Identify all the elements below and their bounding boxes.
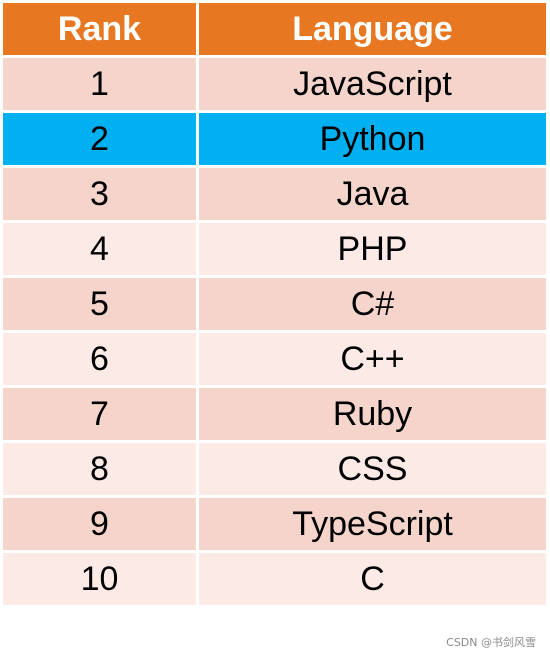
language-cell: C++	[196, 330, 549, 388]
language-cell: Ruby	[196, 385, 549, 443]
table-row: 6 C++	[0, 330, 549, 388]
table-row: 3 Java	[0, 165, 549, 223]
table-row: 8 CSS	[0, 440, 549, 498]
language-column-header: Language	[196, 0, 549, 58]
table-row: 1 JavaScript	[0, 55, 549, 113]
rank-cell: 2	[0, 110, 199, 168]
language-cell: CSS	[196, 440, 549, 498]
language-cell: C#	[196, 275, 549, 333]
language-cell: JavaScript	[196, 55, 549, 113]
rank-column-header: Rank	[0, 0, 199, 58]
ranking-table-container: Rank Language 1 JavaScript 2 Python 3 Ja…	[0, 0, 549, 608]
language-ranking-table: Rank Language 1 JavaScript 2 Python 3 Ja…	[0, 0, 549, 608]
table-row: 5 C#	[0, 275, 549, 333]
table-header-row: Rank Language	[0, 0, 549, 58]
language-cell: C	[196, 550, 549, 608]
rank-cell: 4	[0, 220, 199, 278]
language-cell: PHP	[196, 220, 549, 278]
rank-cell: 3	[0, 165, 199, 223]
language-cell: Python	[196, 110, 549, 168]
rank-cell: 5	[0, 275, 199, 333]
language-cell: Java	[196, 165, 549, 223]
watermark-text: CSDN @书剑风雪	[446, 636, 536, 649]
table-row: 10 C	[0, 550, 549, 608]
language-cell: TypeScript	[196, 495, 549, 553]
rank-cell: 7	[0, 385, 199, 443]
table-row: 7 Ruby	[0, 385, 549, 443]
rank-cell: 10	[0, 550, 199, 608]
rank-cell: 9	[0, 495, 199, 553]
table-row-highlighted: 2 Python	[0, 110, 549, 168]
rank-cell: 1	[0, 55, 199, 113]
table-row: 9 TypeScript	[0, 495, 549, 553]
rank-cell: 6	[0, 330, 199, 388]
rank-cell: 8	[0, 440, 199, 498]
table-row: 4 PHP	[0, 220, 549, 278]
